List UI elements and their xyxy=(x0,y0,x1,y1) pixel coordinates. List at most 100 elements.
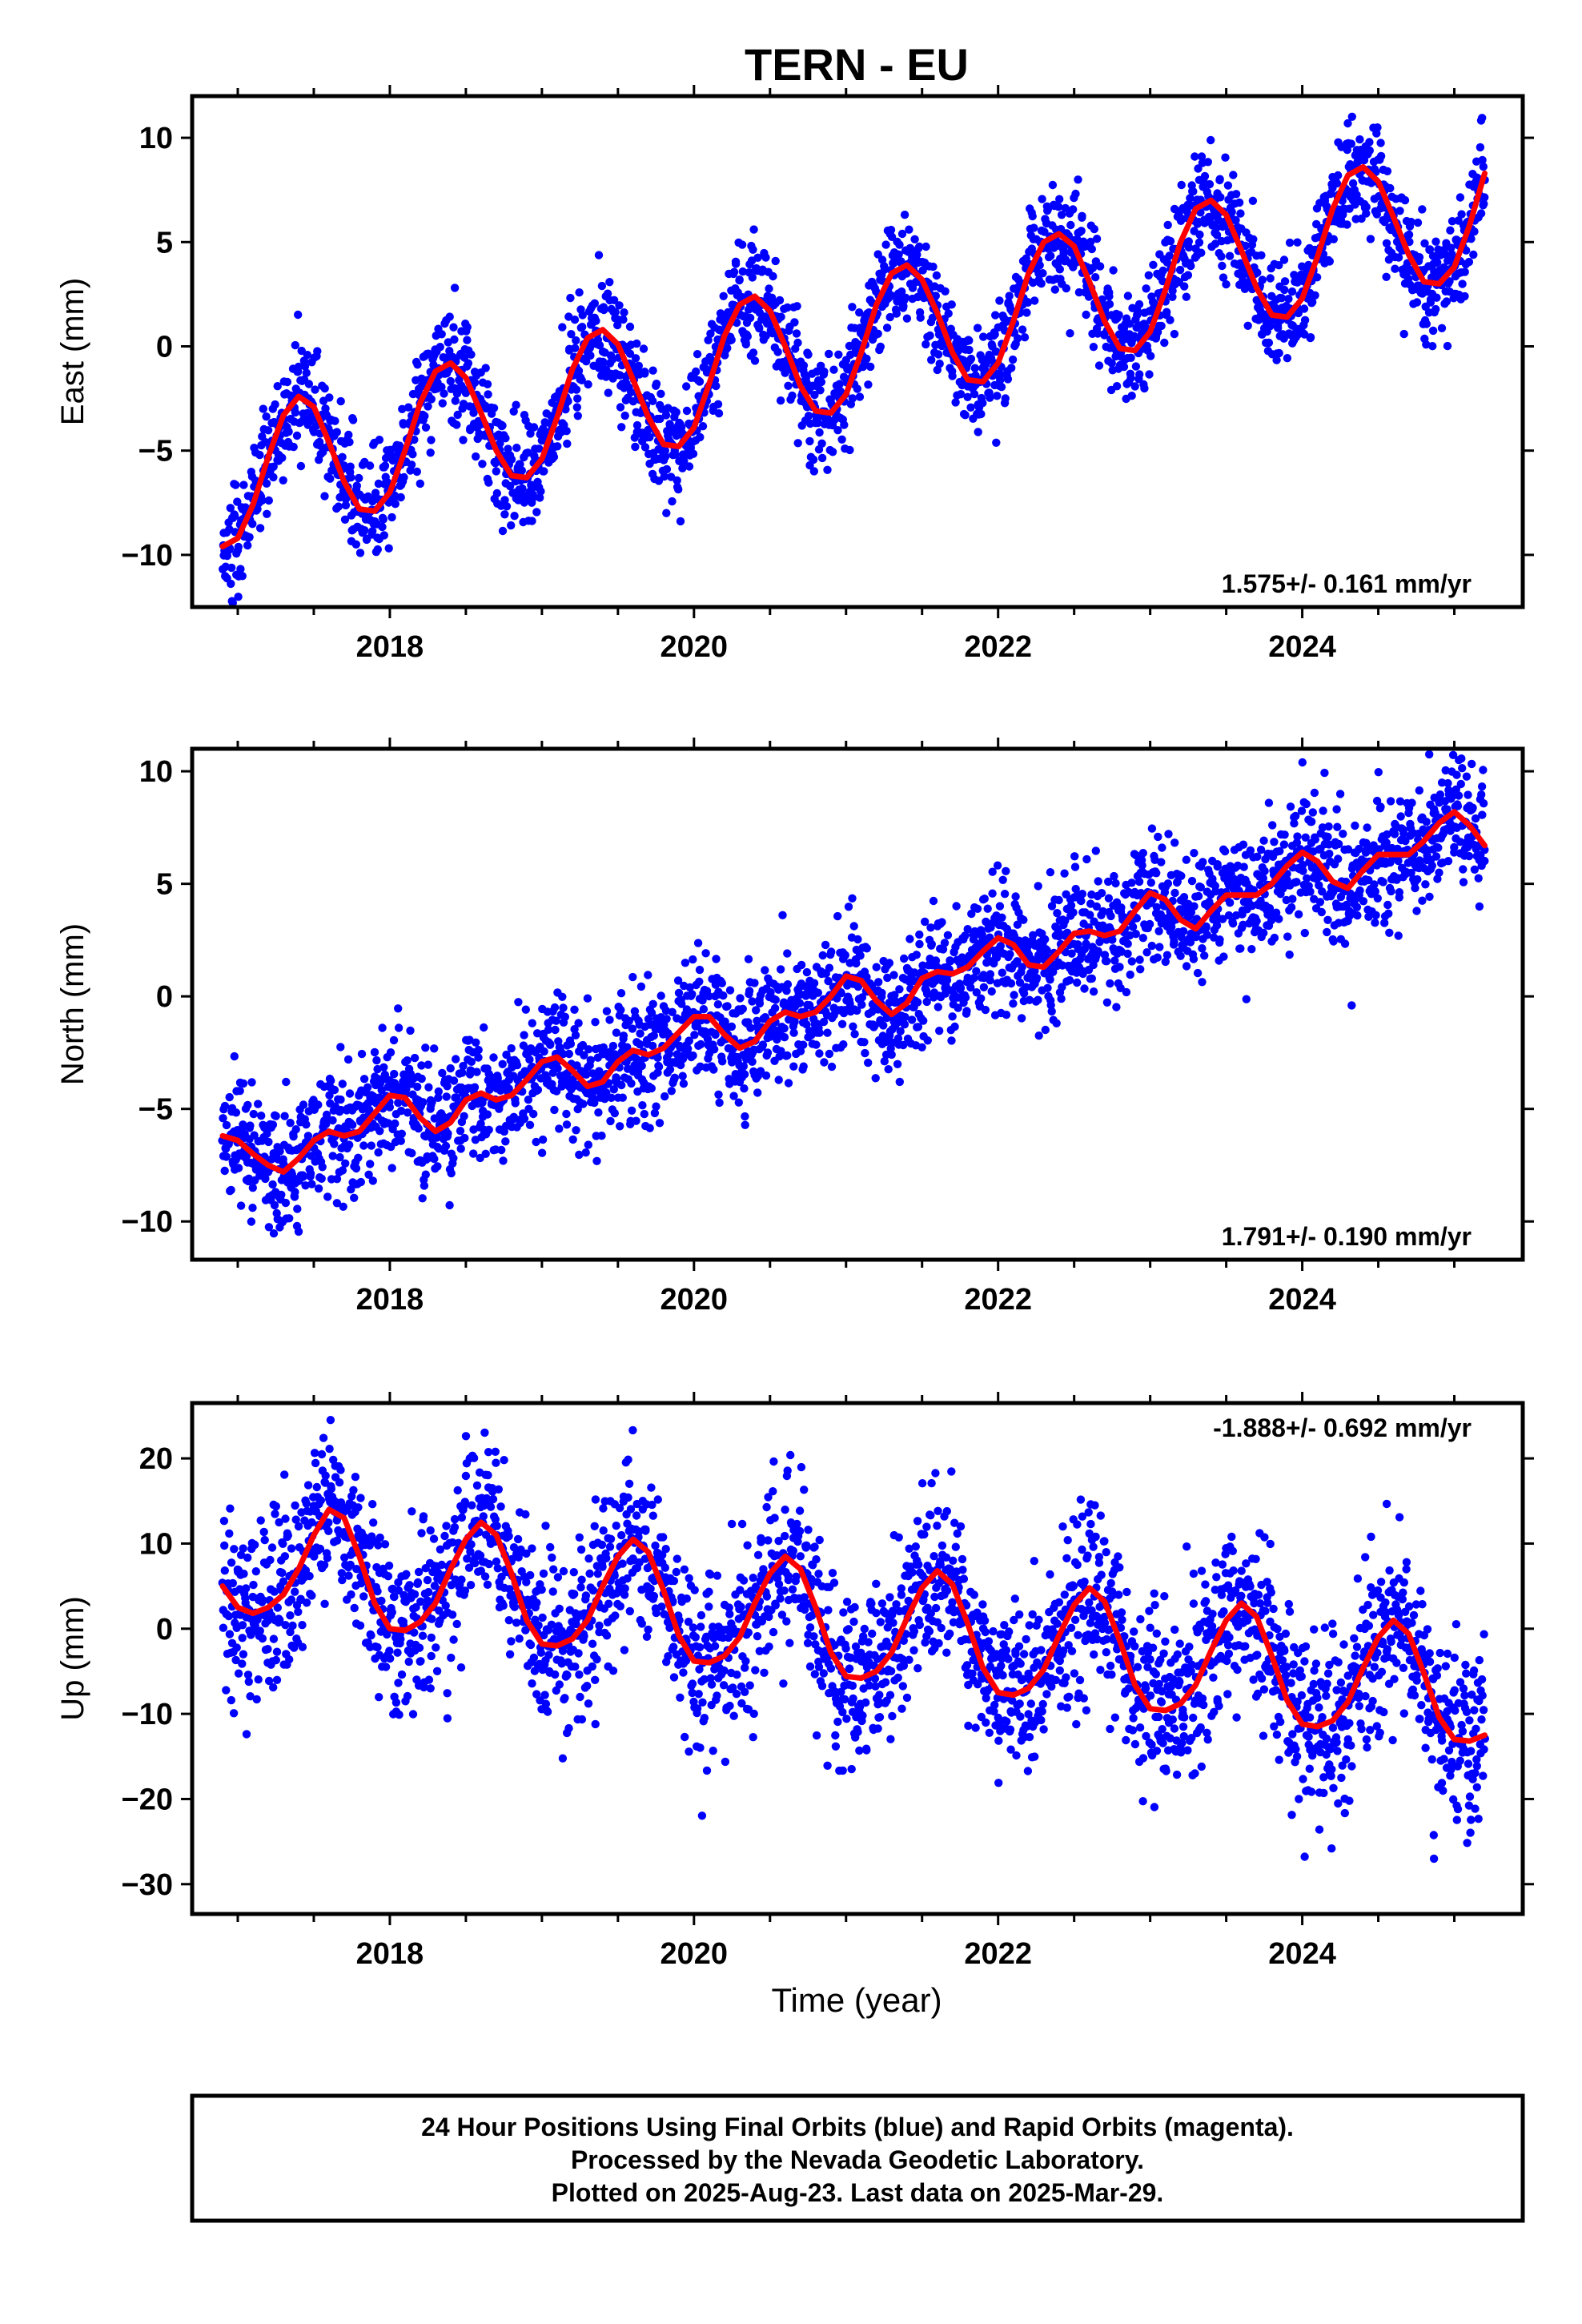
east-data-point xyxy=(1325,257,1335,266)
north-data-point xyxy=(235,1087,244,1096)
east-data-point xyxy=(1467,235,1476,243)
north-data-point xyxy=(525,1120,535,1130)
north-data-point xyxy=(394,1004,403,1013)
east-data-point xyxy=(303,351,312,360)
east-data-point xyxy=(510,512,519,521)
north-data-point xyxy=(995,902,1005,911)
east-data-point xyxy=(1200,171,1210,181)
north-data-point xyxy=(247,1078,256,1087)
north-data-point xyxy=(725,986,735,995)
east-data-point xyxy=(1219,273,1228,282)
east-data-point xyxy=(529,423,539,432)
north-data-point xyxy=(511,1099,520,1108)
east-data-point xyxy=(304,380,314,388)
east-data-point xyxy=(755,324,764,333)
east-data-point xyxy=(671,450,680,459)
east-data-point xyxy=(289,442,298,452)
east-data-point xyxy=(524,448,532,457)
north-data-point xyxy=(354,1153,363,1163)
east-data-point xyxy=(302,368,311,377)
north-data-point xyxy=(1086,911,1094,919)
east-data-point xyxy=(609,296,619,304)
east-data-point xyxy=(966,403,975,412)
north-data-point xyxy=(588,1069,597,1078)
east-data-point xyxy=(1476,143,1485,152)
north-data-point xyxy=(938,945,948,954)
north-data-point xyxy=(602,1088,611,1097)
north-data-point xyxy=(947,1036,956,1045)
north-data-point xyxy=(590,1098,599,1108)
east-data-point xyxy=(1428,326,1438,336)
north-data-point xyxy=(862,972,871,982)
north-data-point xyxy=(1178,927,1188,936)
east-data-point xyxy=(449,323,458,332)
north-data-point xyxy=(993,861,1002,870)
north-data-point xyxy=(853,1006,861,1015)
north-data-point xyxy=(397,1129,406,1139)
north-data-point xyxy=(841,951,850,959)
east-data-point xyxy=(1306,333,1315,342)
east-data-point xyxy=(1382,272,1391,281)
east-data-point xyxy=(230,511,239,521)
north-data-point xyxy=(821,940,830,950)
north-data-point xyxy=(1110,871,1118,881)
east-data-point xyxy=(509,407,518,416)
east-data-point xyxy=(1480,199,1488,208)
north-data-point xyxy=(1061,916,1070,926)
north-data-point xyxy=(592,1156,601,1166)
east-data-point xyxy=(507,521,516,530)
north-data-point xyxy=(640,1109,648,1119)
east-data-point xyxy=(815,428,824,437)
east-data-point xyxy=(1126,373,1135,383)
north-data-point xyxy=(231,1108,241,1117)
north-data-point xyxy=(782,987,791,995)
north-data-point xyxy=(268,1120,278,1129)
north-data-point xyxy=(719,991,728,1000)
east-data-point xyxy=(1479,162,1488,171)
east-data-point xyxy=(1069,205,1078,214)
east-data-point xyxy=(380,461,390,470)
north-data-point xyxy=(456,1144,465,1153)
north-data-point xyxy=(512,1060,522,1070)
north-data-point xyxy=(758,1040,768,1049)
north-data-point xyxy=(314,1100,323,1109)
east-data-point xyxy=(1180,282,1189,291)
east-data-point xyxy=(1275,348,1283,358)
north-data-point xyxy=(248,1204,257,1212)
north-data-point xyxy=(1034,882,1042,891)
east-data-point xyxy=(750,356,760,365)
east-data-point xyxy=(344,430,353,440)
east-data-point xyxy=(436,343,444,352)
east-data-point xyxy=(829,365,838,374)
north-data-point xyxy=(1102,957,1111,966)
east-data-point xyxy=(1194,164,1203,173)
north-data-point xyxy=(1000,890,1010,899)
east-data-point xyxy=(749,225,758,234)
north-data-point xyxy=(961,931,970,940)
north-data-point xyxy=(709,1045,719,1054)
east-data-point xyxy=(1030,223,1038,232)
north-data-point xyxy=(748,997,757,1006)
north-data-point xyxy=(1170,838,1179,847)
north-data-point xyxy=(662,1015,671,1023)
east-data-point xyxy=(1412,298,1422,307)
north-data-point xyxy=(766,987,775,997)
north-data-point xyxy=(1177,871,1186,881)
east-data-point xyxy=(1386,183,1395,193)
north-data-point xyxy=(582,1070,591,1080)
north-data-point xyxy=(612,1028,621,1037)
north-data-point xyxy=(667,1087,676,1096)
north-data-point xyxy=(460,1133,469,1143)
north-data-point xyxy=(1017,1014,1026,1023)
north-data-point xyxy=(1164,830,1173,838)
east-data-point xyxy=(424,402,432,411)
north-data-point xyxy=(740,1070,749,1079)
north-data-point xyxy=(986,970,995,979)
north-data-point xyxy=(222,1152,231,1161)
north-data-point xyxy=(575,1150,584,1160)
east-data-point xyxy=(320,384,329,393)
north-data-point xyxy=(269,1229,279,1238)
east-data-point xyxy=(1050,285,1060,294)
east-data-point xyxy=(731,257,741,266)
north-data-point xyxy=(883,973,892,983)
